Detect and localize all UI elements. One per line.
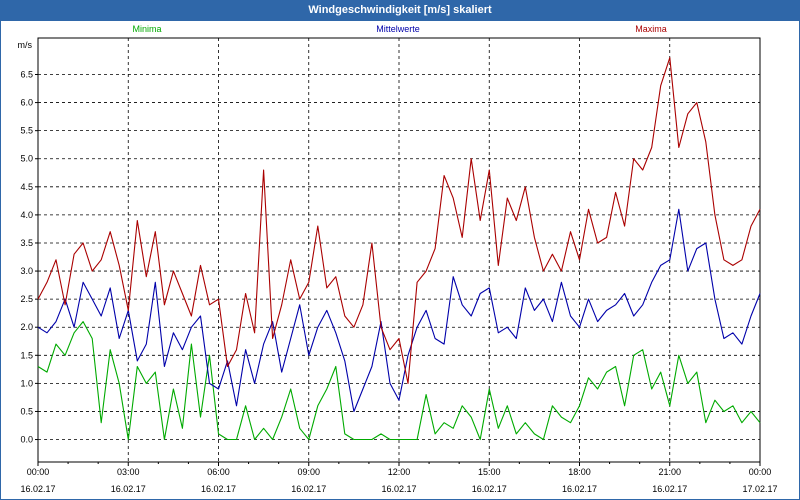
x-tick-date-label: 16.02.17: [472, 484, 507, 494]
x-tick-time-label: 18:00: [568, 467, 591, 477]
x-tick-time-label: 12:00: [388, 467, 411, 477]
x-tick-time-label: 00:00: [27, 467, 50, 477]
chart-axes: [35, 37, 761, 466]
x-tick-time-label: 15:00: [478, 467, 501, 477]
x-tick-date-label: 16.02.17: [562, 484, 597, 494]
legend-label-minima: Minima: [132, 24, 161, 34]
x-tick-date-label: 16.02.17: [201, 484, 236, 494]
y-tick-label: 4.0: [20, 210, 33, 220]
legend-label-maxima: Maxima: [635, 24, 667, 34]
x-tick-time-label: 00:00: [749, 467, 772, 477]
y-tick-label: 4.5: [20, 182, 33, 192]
x-tick-date-label: 17.02.17: [742, 484, 777, 494]
legend-label-mittelwerte: Mittelwerte: [376, 24, 420, 34]
x-tick-time-label: 09:00: [297, 467, 320, 477]
x-tick-time-label: 21:00: [658, 467, 681, 477]
chart-series: [37, 57, 761, 441]
series-line-maxima: [37, 57, 761, 384]
series-line-mittelwerte: [37, 208, 761, 413]
x-tick-time-label: 06:00: [207, 467, 230, 477]
x-tick-date-label: 16.02.17: [381, 484, 416, 494]
x-tick-date-label: 16.02.17: [652, 484, 687, 494]
x-tick-date-label: 16.02.17: [111, 484, 146, 494]
y-tick-label: 0.0: [20, 435, 33, 445]
y-tick-label: 3.5: [20, 238, 33, 248]
chart-title: Windgeschwindigkeit [m/s] skaliert: [0, 0, 800, 20]
x-tick-date-label: 16.02.17: [291, 484, 326, 494]
x-tick-date-label: 16.02.17: [20, 484, 55, 494]
x-tick-time-label: 03:00: [117, 467, 140, 477]
y-tick-label: 6.0: [20, 98, 33, 108]
y-axis-label: m/s: [18, 40, 33, 50]
series-line-minima: [37, 321, 761, 441]
y-tick-label: 3.0: [20, 266, 33, 276]
y-tick-label: 2.5: [20, 294, 33, 304]
y-tick-label: 6.5: [20, 70, 33, 80]
y-tick-label: 0.5: [20, 406, 33, 416]
y-tick-label: 5.0: [20, 154, 33, 164]
y-tick-label: 5.5: [20, 126, 33, 136]
y-tick-label: 1.0: [20, 378, 33, 388]
y-tick-label: 1.5: [20, 350, 33, 360]
y-tick-label: 2.0: [20, 322, 33, 332]
chart-labels: 0.0 0.5 1.0 1.5 2.0 2.5 3.0 3.5 4.0 4.5 5.0 5.5 6.0 6…: [18, 24, 778, 494]
